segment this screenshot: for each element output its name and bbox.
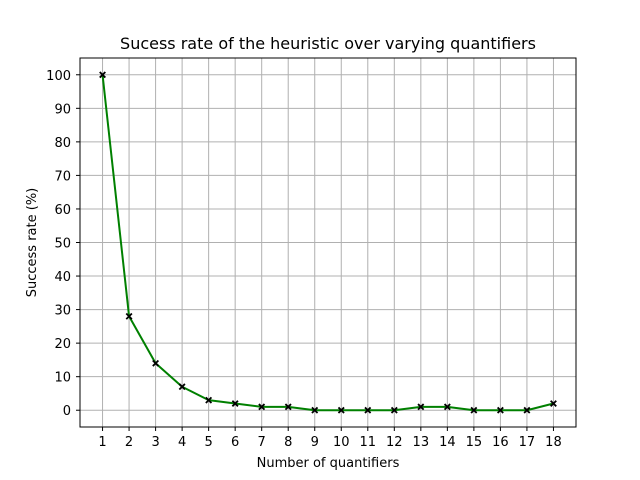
data-point-marker	[364, 406, 372, 414]
x-tick-label: 7	[258, 435, 266, 450]
x-axis-label: Number of quantifiers	[257, 456, 400, 471]
x-tick-label: 10	[333, 435, 350, 450]
y-tick-label: 40	[54, 270, 71, 285]
data-point-marker	[178, 383, 186, 391]
y-tick-label: 90	[54, 102, 71, 117]
x-tick-label: 6	[231, 435, 239, 450]
data-point-marker	[258, 403, 266, 411]
x-tick-label: 8	[284, 435, 292, 450]
x-tick-label: 13	[413, 435, 430, 450]
data-point-marker	[125, 312, 133, 320]
x-tick-label: 2	[125, 435, 133, 450]
x-tick-label: 11	[360, 435, 377, 450]
data-point-marker	[337, 406, 345, 414]
y-tick-label: 70	[54, 169, 71, 184]
data-point-marker	[550, 400, 557, 407]
chart-title: Sucess rate of the heuristic over varyin…	[120, 34, 536, 53]
y-tick-label: 20	[54, 337, 71, 352]
x-tick-label: 18	[545, 435, 562, 450]
data-point-marker	[205, 396, 213, 404]
ticks: 1 2 3 4 5 6 7 8 9 10 11 12 13 14 15 16 17 180102030405060…	[46, 69, 562, 450]
data-point-marker	[443, 403, 451, 411]
y-tick-label: 60	[54, 203, 71, 218]
data-point-marker	[311, 406, 319, 414]
data-point-marker	[284, 403, 292, 411]
data-point-marker	[496, 406, 504, 414]
data-point-marker	[231, 400, 239, 407]
x-tick-label: 14	[439, 435, 456, 450]
y-tick-label: 10	[54, 371, 71, 386]
data-point-marker	[523, 406, 531, 414]
series-layer	[99, 71, 557, 414]
x-tick-label: 17	[519, 435, 536, 450]
x-tick-label: 5	[205, 435, 213, 450]
data-point-marker	[417, 403, 425, 411]
x-tick-label: 4	[178, 435, 186, 450]
y-tick-label: 100	[46, 69, 71, 84]
y-tick-label: 50	[54, 237, 71, 252]
y-axis-label: Success rate (%)	[25, 188, 40, 298]
data-point-marker	[152, 359, 160, 367]
x-tick-label: 12	[386, 435, 403, 450]
data-point-marker	[470, 406, 478, 414]
x-tick-label: 15	[466, 435, 483, 450]
x-tick-label: 16	[492, 435, 509, 450]
x-tick-label: 1	[98, 435, 106, 450]
grid	[80, 58, 576, 427]
y-tick-label: 30	[54, 304, 71, 319]
data-point-marker	[390, 406, 398, 414]
x-tick-label: 9	[311, 435, 319, 450]
series-line	[101, 74, 554, 412]
y-tick-label: 80	[54, 136, 71, 151]
data-point-marker	[99, 71, 106, 79]
x-tick-label: 3	[151, 435, 159, 450]
y-tick-label: 0	[63, 404, 71, 419]
